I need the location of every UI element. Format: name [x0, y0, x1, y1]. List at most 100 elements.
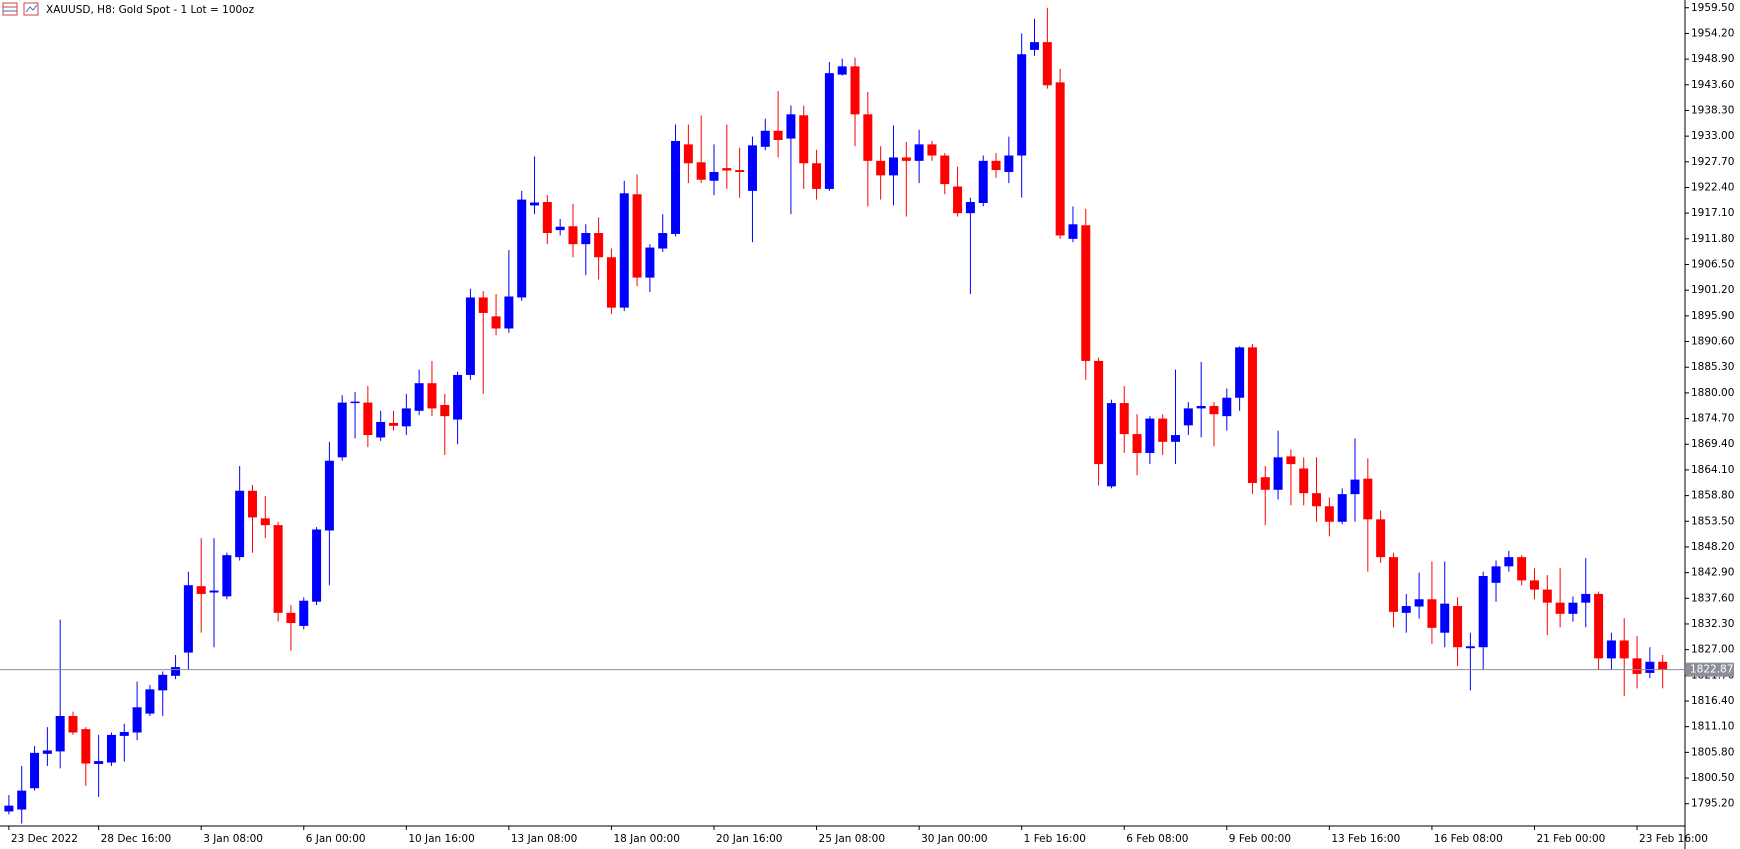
- candle-body: [1094, 360, 1104, 465]
- candle-body: [1465, 646, 1475, 649]
- candle-body: [491, 316, 501, 329]
- candle-body: [81, 729, 91, 764]
- candle-body: [696, 162, 706, 180]
- candle-body: [1606, 640, 1616, 659]
- y-tick-label: 1911.80: [1691, 233, 1734, 245]
- candle-body: [273, 525, 283, 613]
- y-tick-label: 1853.50: [1691, 515, 1734, 527]
- candle-body: [94, 761, 104, 764]
- candle-body: [1504, 557, 1514, 567]
- x-tick-label: 21 Feb 00:00: [1536, 833, 1605, 845]
- candle-body: [773, 130, 783, 141]
- candle-body: [812, 163, 822, 189]
- chart-title: XAUUSD, H8: Gold Spot - 1 Lot = 100oz: [46, 4, 255, 16]
- y-tick-label: 1901.20: [1691, 284, 1734, 296]
- y-tick-label: 1832.30: [1691, 618, 1734, 630]
- y-tick-label: 1811.10: [1691, 721, 1734, 733]
- candle-body: [709, 171, 719, 181]
- candle-body: [1222, 397, 1232, 417]
- candle-body: [645, 247, 655, 278]
- candle-body: [1171, 435, 1181, 442]
- x-tick-label: 1 Feb 16:00: [1024, 833, 1086, 845]
- candle-body: [940, 155, 950, 185]
- candle-body: [1619, 640, 1629, 659]
- candle-body: [1401, 606, 1411, 613]
- candle-body: [1594, 593, 1604, 659]
- candle-body: [299, 600, 309, 626]
- candle-body: [978, 160, 988, 203]
- candle-body: [888, 157, 898, 176]
- y-tick-label: 1943.60: [1691, 79, 1734, 91]
- candle-body: [401, 408, 411, 427]
- candle-body: [1247, 347, 1257, 484]
- candle-body: [786, 114, 796, 139]
- candle-body: [504, 296, 514, 329]
- y-tick-label: 1917.10: [1691, 207, 1734, 219]
- candle-body: [671, 140, 681, 234]
- candle-body: [414, 383, 424, 411]
- current-price-box: [1686, 662, 1734, 677]
- candle-body: [1517, 557, 1527, 581]
- x-tick-label: 13 Feb 16:00: [1331, 833, 1400, 845]
- candle-body: [991, 160, 1001, 171]
- candle-body: [1158, 418, 1168, 442]
- candle-body: [235, 490, 245, 558]
- candle-body: [619, 193, 629, 308]
- y-tick-label: 1874.70: [1691, 413, 1734, 425]
- candle-body: [1273, 457, 1283, 490]
- candle-body: [927, 144, 937, 156]
- x-tick-label: 6 Feb 08:00: [1126, 833, 1188, 845]
- candle-body: [555, 226, 565, 231]
- candle-body: [55, 716, 65, 752]
- candle-body: [1017, 54, 1027, 156]
- candle-body: [286, 612, 296, 624]
- candle-body: [427, 383, 437, 409]
- candle-body: [1350, 479, 1360, 495]
- candle-body: [1299, 468, 1309, 494]
- y-tick-label: 1938.30: [1691, 104, 1734, 116]
- candle-body: [440, 405, 450, 417]
- y-tick-label: 1842.90: [1691, 567, 1734, 579]
- icon-chart: [23, 2, 39, 16]
- candle-body: [606, 257, 616, 308]
- y-tick-label: 1805.80: [1691, 746, 1734, 758]
- candle-body: [542, 202, 552, 234]
- candle-body: [171, 667, 181, 676]
- candle-body: [1542, 589, 1552, 603]
- candle-body: [247, 490, 257, 518]
- x-tick-label: 25 Jan 08:00: [819, 833, 885, 845]
- candle-body: [1030, 42, 1039, 50]
- candle-body: [106, 734, 116, 763]
- y-tick-label: 1800.50: [1691, 772, 1734, 784]
- candle-body: [1235, 347, 1245, 398]
- x-tick-label: 28 Dec 16:00: [101, 833, 172, 845]
- y-tick-label: 1858.80: [1691, 490, 1734, 502]
- candle-body: [337, 402, 347, 458]
- candle-body: [453, 374, 463, 420]
- candle-body: [260, 518, 270, 526]
- candle-body: [1209, 405, 1219, 415]
- y-tick-label: 1927.70: [1691, 156, 1734, 168]
- candle-body: [683, 144, 693, 164]
- candle-body: [1581, 593, 1591, 603]
- y-tick-label: 1890.60: [1691, 336, 1734, 348]
- candle-body: [517, 199, 527, 298]
- candle-body: [158, 674, 168, 691]
- y-tick-label: 1880.00: [1691, 387, 1734, 399]
- candle-body: [747, 145, 757, 191]
- candle-body: [914, 144, 924, 161]
- candle-body: [1106, 403, 1116, 487]
- candle-body: [17, 790, 27, 810]
- candle-body: [478, 297, 488, 313]
- y-tick-label: 1864.10: [1691, 464, 1734, 476]
- candle-body: [1632, 658, 1642, 674]
- icon-line: [25, 4, 38, 13]
- y-tick-label: 1954.20: [1691, 27, 1734, 39]
- x-tick-label: 3 Jan 08:00: [203, 833, 263, 845]
- candle-body: [722, 168, 732, 171]
- candle-body: [1555, 602, 1565, 614]
- candle-body: [1183, 408, 1193, 426]
- y-tick-label: 1885.30: [1691, 361, 1734, 373]
- y-tick-label: 1827.00: [1691, 644, 1734, 656]
